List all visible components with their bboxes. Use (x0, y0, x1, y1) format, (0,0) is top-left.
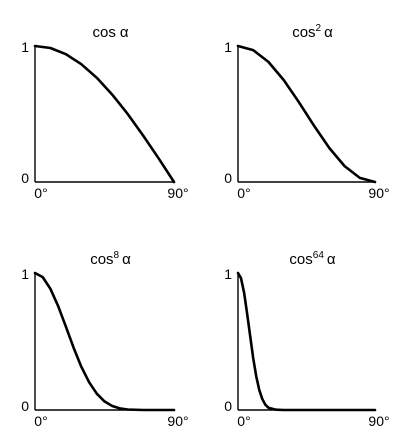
y-tick-label: 1 (224, 39, 232, 55)
y-tick-label: 0 (224, 398, 232, 414)
y-tick-label: 0 (21, 170, 29, 186)
panel-4: 0 1 0° 90° cos64 α (224, 250, 389, 429)
series-line (236, 44, 377, 184)
title-exponent: 2 (316, 23, 322, 34)
title-variable: α (122, 251, 131, 268)
title-variable: α (327, 251, 336, 268)
x-tick-label: 90° (368, 185, 389, 201)
y-tick-label: 0 (21, 398, 29, 414)
title-base: cos (292, 24, 315, 41)
y-tick-label: 0 (224, 170, 232, 186)
title-base: cos (289, 251, 312, 268)
title-variable: α (120, 24, 129, 41)
series-line (33, 271, 176, 412)
chart-title: cos2 α (292, 23, 333, 41)
series-line (33, 44, 176, 184)
title-exponent: 8 (114, 250, 120, 261)
chart-title: cos α (92, 24, 128, 41)
chart-title: cos8 α (90, 250, 131, 268)
panel-2: 0 1 0° 90° cos2 α (224, 23, 389, 201)
y-tick-label: 1 (224, 266, 232, 282)
chart-title: cos64 α (289, 250, 335, 268)
series-line (236, 271, 377, 412)
x-tick-label: 0° (237, 413, 250, 429)
y-tick-label: 1 (21, 266, 29, 282)
title-variable: α (324, 24, 333, 41)
title-exponent: 64 (313, 250, 325, 261)
title-base: cos (92, 24, 115, 41)
x-tick-label: 90° (368, 413, 389, 429)
x-tick-label: 0° (237, 185, 250, 201)
panel-3: 0 1 0° 90° cos8 α (21, 250, 188, 429)
panel-1: 0 1 0° 90° cos α (21, 24, 188, 201)
x-tick-label: 90° (167, 413, 188, 429)
x-tick-label: 0° (34, 185, 47, 201)
x-tick-label: 0° (34, 413, 47, 429)
x-tick-label: 90° (167, 185, 188, 201)
title-base: cos (90, 251, 113, 268)
y-tick-label: 1 (21, 39, 29, 55)
